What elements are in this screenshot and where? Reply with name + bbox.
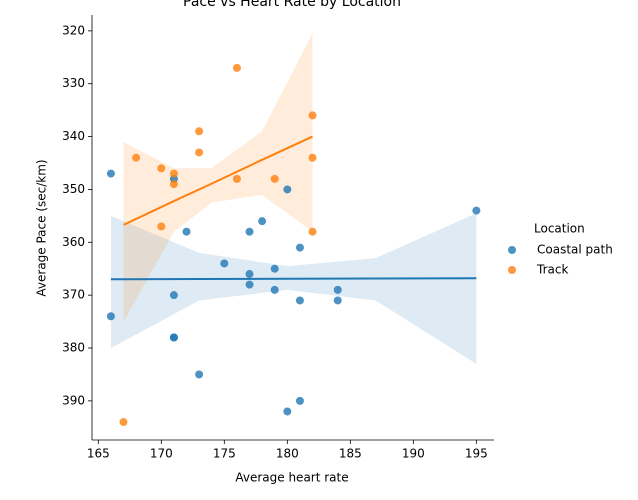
x-tick-label: 185: [339, 447, 362, 461]
confidence-band: [123, 33, 313, 322]
legend-label: Coastal path: [537, 243, 613, 257]
y-axis-label: Average Pace (sec/km): [35, 159, 49, 296]
point: [157, 222, 166, 231]
y-tick-label: 340: [62, 129, 85, 143]
y-tick-label: 320: [62, 23, 85, 37]
point: [295, 243, 304, 252]
confidence-band: [110, 213, 477, 364]
point: [169, 333, 178, 342]
x-tick-label: 170: [150, 447, 173, 461]
point: [106, 312, 115, 321]
point: [132, 153, 141, 162]
y-tick-label: 390: [62, 393, 85, 407]
legend-title: Location: [534, 222, 585, 236]
point: [283, 407, 292, 416]
legend-marker: [508, 246, 516, 254]
point: [245, 280, 254, 289]
point: [182, 227, 191, 236]
point: [169, 169, 178, 178]
y-tick-label: 370: [62, 288, 85, 302]
point: [333, 285, 342, 294]
point: [308, 153, 317, 162]
point: [106, 169, 115, 178]
legend-marker: [508, 266, 516, 274]
x-axis-label: Average heart rate: [235, 471, 348, 485]
point: [270, 174, 279, 183]
point: [270, 285, 279, 294]
point: [472, 206, 481, 215]
point: [258, 217, 267, 226]
x-tick-label: 180: [276, 447, 299, 461]
y-tick-label: 360: [62, 235, 85, 249]
y-tick-label: 350: [62, 182, 85, 196]
point: [232, 174, 241, 183]
point: [308, 111, 317, 120]
point: [220, 259, 229, 268]
point: [232, 63, 241, 72]
chart-title: Pace vs Heart Rate by Location: [183, 0, 401, 10]
point: [283, 185, 292, 194]
point: [157, 164, 166, 173]
point: [169, 291, 178, 300]
x-tick-label: 190: [402, 447, 425, 461]
regression-line: [110, 277, 477, 281]
point: [169, 180, 178, 189]
point: [270, 264, 279, 273]
point: [295, 396, 304, 405]
legend-label: Track: [536, 263, 568, 277]
point: [195, 148, 204, 157]
point: [333, 296, 342, 305]
x-tick-label: 165: [87, 447, 110, 461]
x-tick-label: 195: [465, 447, 488, 461]
point: [195, 370, 204, 379]
x-tick-label: 175: [213, 447, 236, 461]
y-tick-label: 380: [62, 341, 85, 355]
point: [195, 127, 204, 136]
point: [245, 270, 254, 279]
regression-line: [123, 135, 313, 226]
point: [308, 227, 317, 236]
point: [119, 418, 128, 427]
point: [295, 296, 304, 305]
point: [245, 227, 254, 236]
y-tick-label: 330: [62, 76, 85, 90]
